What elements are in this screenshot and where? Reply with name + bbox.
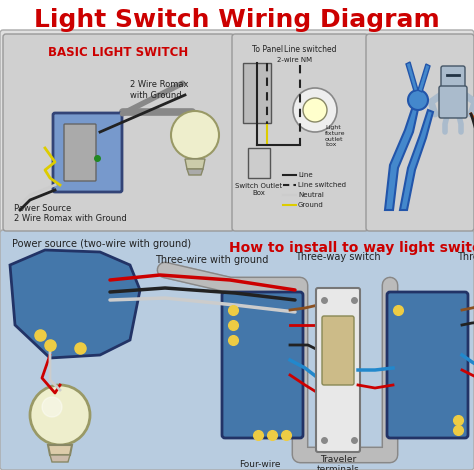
Text: Neutral: Neutral bbox=[298, 192, 324, 198]
Text: BASIC LIGHT SWITCH: BASIC LIGHT SWITCH bbox=[48, 46, 188, 58]
Polygon shape bbox=[406, 62, 418, 91]
FancyBboxPatch shape bbox=[248, 148, 270, 178]
FancyBboxPatch shape bbox=[232, 34, 368, 231]
FancyBboxPatch shape bbox=[53, 113, 122, 192]
Polygon shape bbox=[187, 169, 203, 175]
Text: To Panel: To Panel bbox=[252, 46, 283, 55]
FancyBboxPatch shape bbox=[366, 34, 474, 231]
Polygon shape bbox=[10, 250, 140, 358]
FancyBboxPatch shape bbox=[243, 63, 271, 123]
Polygon shape bbox=[185, 159, 205, 169]
Circle shape bbox=[171, 111, 219, 159]
Text: Power Source
2 Wire Romax with Ground: Power Source 2 Wire Romax with Ground bbox=[14, 204, 127, 223]
FancyBboxPatch shape bbox=[0, 230, 474, 470]
FancyBboxPatch shape bbox=[64, 124, 96, 181]
FancyBboxPatch shape bbox=[0, 30, 474, 234]
Circle shape bbox=[42, 397, 62, 417]
Text: Ground: Ground bbox=[298, 202, 324, 208]
Text: Line switched: Line switched bbox=[284, 46, 336, 55]
Polygon shape bbox=[48, 445, 72, 455]
Text: How to install to way light switch: How to install to way light switch bbox=[229, 241, 474, 255]
FancyBboxPatch shape bbox=[222, 292, 303, 438]
Text: Switch Outlet
Box: Switch Outlet Box bbox=[236, 183, 283, 196]
Polygon shape bbox=[418, 64, 430, 92]
Text: Light
fixture
outlet
box: Light fixture outlet box bbox=[325, 125, 346, 148]
FancyBboxPatch shape bbox=[441, 66, 465, 90]
Polygon shape bbox=[385, 100, 420, 210]
Text: Line: Line bbox=[298, 172, 313, 178]
Polygon shape bbox=[50, 455, 70, 462]
Polygon shape bbox=[400, 110, 433, 210]
Circle shape bbox=[408, 90, 428, 110]
Text: Three-wire with ground: Three-wire with ground bbox=[155, 255, 268, 265]
Text: Traveler
terminals: Traveler terminals bbox=[317, 455, 359, 470]
FancyBboxPatch shape bbox=[3, 34, 234, 231]
Text: Power source (two-wire with ground): Power source (two-wire with ground) bbox=[12, 239, 191, 249]
Circle shape bbox=[303, 98, 327, 122]
Text: Three-way switch: Three-way switch bbox=[457, 252, 474, 262]
FancyBboxPatch shape bbox=[316, 288, 360, 452]
Circle shape bbox=[30, 385, 90, 445]
Text: 2-wire NM: 2-wire NM bbox=[277, 57, 312, 63]
FancyBboxPatch shape bbox=[322, 316, 354, 385]
Text: Three-way switch: Three-way switch bbox=[295, 252, 381, 262]
Text: Line switched: Line switched bbox=[298, 182, 346, 188]
Circle shape bbox=[293, 88, 337, 132]
FancyBboxPatch shape bbox=[439, 86, 467, 118]
Text: 2 Wire Romax
with Ground: 2 Wire Romax with Ground bbox=[130, 80, 189, 100]
Text: Four-wire
with ground: Four-wire with ground bbox=[233, 460, 287, 470]
FancyBboxPatch shape bbox=[387, 292, 468, 438]
Text: Light Switch Wiring Diagram: Light Switch Wiring Diagram bbox=[34, 8, 440, 32]
